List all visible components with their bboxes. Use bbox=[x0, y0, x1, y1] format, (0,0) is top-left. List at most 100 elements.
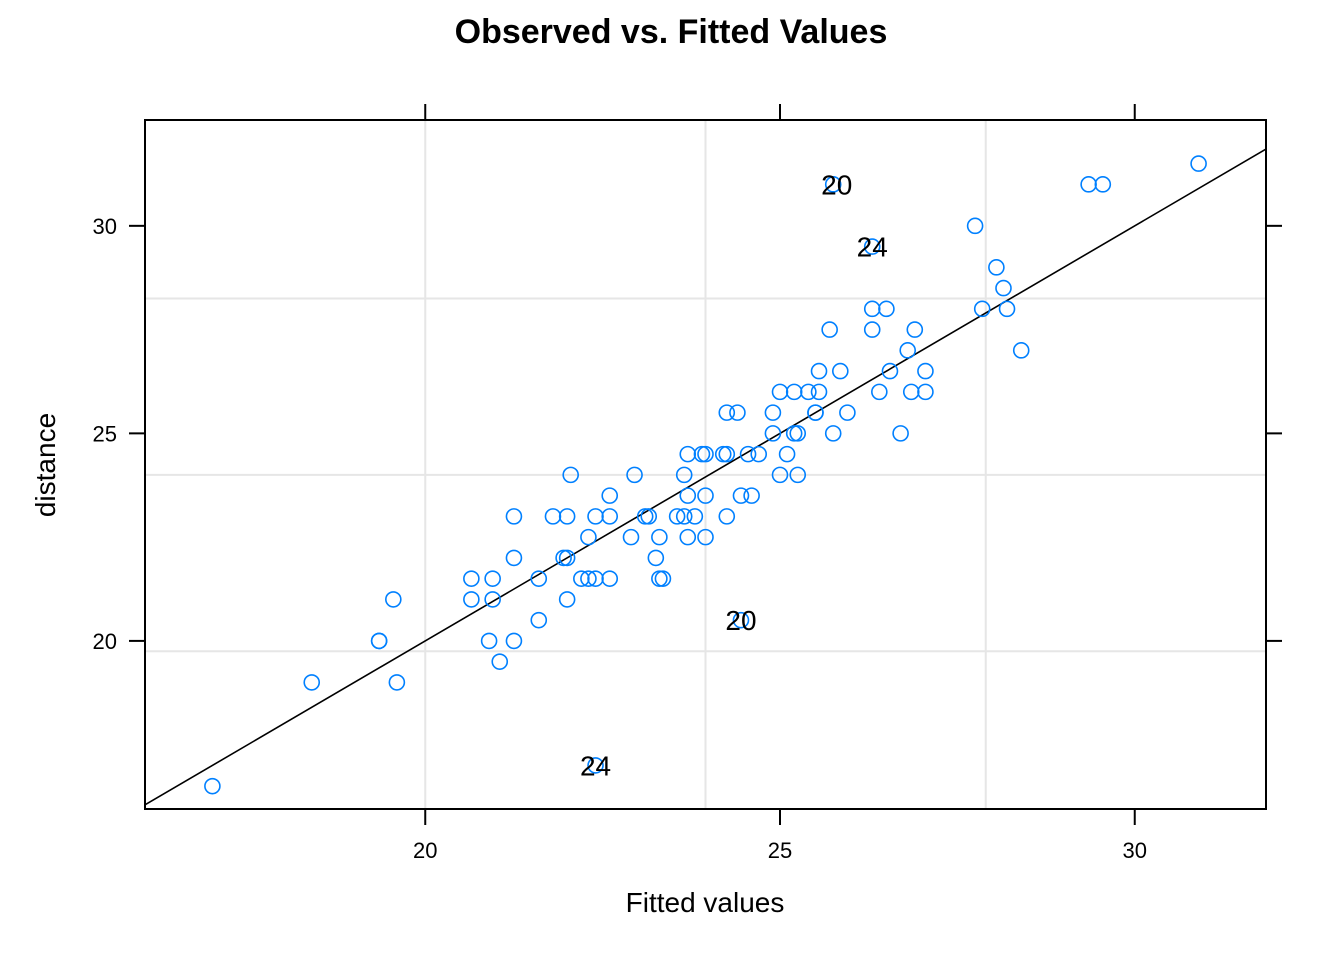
data-point bbox=[626, 466, 643, 484]
data-point bbox=[810, 383, 828, 401]
data-point bbox=[810, 362, 828, 380]
data-point bbox=[686, 508, 704, 525]
data-point bbox=[839, 404, 856, 421]
data-point bbox=[484, 570, 501, 587]
data-points bbox=[204, 155, 1207, 795]
data-point bbox=[906, 321, 924, 338]
data-point bbox=[1094, 176, 1112, 193]
data-point bbox=[729, 404, 746, 421]
point-annotation: 24 bbox=[857, 232, 888, 263]
data-point bbox=[966, 217, 984, 235]
data-point bbox=[778, 445, 796, 463]
y-tick-label: 30 bbox=[93, 214, 117, 239]
x-axis-label: Fitted values bbox=[626, 887, 785, 918]
data-point bbox=[863, 300, 881, 318]
data-point bbox=[995, 279, 1012, 297]
data-point bbox=[732, 611, 750, 629]
data-point bbox=[899, 342, 917, 359]
data-point bbox=[530, 611, 548, 629]
data-point bbox=[491, 653, 509, 670]
data-point bbox=[764, 404, 782, 421]
chart-title: Observed vs. Fitted Values bbox=[455, 13, 888, 51]
data-point bbox=[388, 674, 406, 691]
data-point bbox=[651, 528, 668, 546]
data-point bbox=[463, 591, 480, 608]
data-point bbox=[530, 570, 548, 587]
data-point bbox=[750, 445, 768, 463]
data-point bbox=[789, 466, 807, 484]
data-point bbox=[824, 176, 842, 193]
data-point bbox=[675, 466, 693, 484]
data-point bbox=[718, 508, 736, 525]
data-point bbox=[998, 300, 1016, 318]
data-point bbox=[505, 632, 523, 650]
data-point bbox=[558, 508, 576, 525]
data-point bbox=[640, 508, 658, 525]
data-point bbox=[505, 549, 523, 567]
data-point bbox=[651, 570, 668, 587]
data-point bbox=[204, 777, 221, 795]
data-point bbox=[544, 508, 562, 525]
data-point bbox=[580, 570, 597, 587]
data-point bbox=[558, 549, 576, 567]
data-point bbox=[370, 632, 388, 650]
data-point bbox=[878, 300, 895, 318]
data-point bbox=[679, 445, 697, 463]
point-annotations: 20 24 20 24 bbox=[580, 169, 888, 781]
data-point bbox=[587, 508, 604, 525]
data-point bbox=[863, 238, 881, 255]
data-point bbox=[558, 591, 576, 608]
data-point bbox=[785, 425, 803, 442]
data-point bbox=[824, 425, 842, 442]
data-point bbox=[693, 445, 711, 463]
data-point bbox=[743, 487, 760, 504]
data-point bbox=[555, 549, 572, 567]
data-point bbox=[902, 383, 920, 401]
data-point bbox=[789, 425, 807, 442]
reference-line-group bbox=[144, 148, 1267, 806]
data-point bbox=[580, 528, 597, 546]
plot-frame bbox=[144, 119, 1267, 810]
point-annotation: 24 bbox=[580, 750, 611, 781]
data-point bbox=[587, 570, 604, 587]
y-tick-label: 25 bbox=[93, 421, 117, 446]
data-point bbox=[714, 445, 732, 463]
data-point bbox=[601, 570, 619, 587]
point-annotation: 20 bbox=[821, 169, 852, 200]
data-point bbox=[675, 508, 693, 525]
data-point bbox=[973, 300, 991, 318]
data-point bbox=[917, 383, 934, 401]
data-point bbox=[807, 404, 824, 421]
point-annotation: 20 bbox=[725, 605, 756, 636]
data-point bbox=[718, 404, 736, 421]
data-point bbox=[718, 445, 736, 463]
x-tick-label: 20 bbox=[413, 838, 437, 863]
data-point bbox=[697, 487, 714, 504]
x-tick-label: 25 bbox=[768, 838, 792, 863]
data-point bbox=[573, 570, 590, 587]
data-point bbox=[917, 362, 934, 380]
axis-ticks: 20 25 30 20 25 30 bbox=[93, 104, 1282, 863]
data-point bbox=[785, 383, 803, 401]
data-point bbox=[892, 425, 909, 442]
data-point bbox=[771, 466, 789, 484]
data-point bbox=[863, 321, 881, 338]
data-point bbox=[601, 508, 619, 525]
data-point bbox=[622, 528, 640, 546]
y-axis-label: distance bbox=[30, 413, 61, 517]
data-point bbox=[484, 591, 501, 608]
data-point bbox=[679, 528, 697, 546]
y-tick-label: 20 bbox=[93, 629, 117, 654]
data-point bbox=[679, 487, 697, 504]
data-point bbox=[697, 528, 714, 546]
data-point bbox=[463, 570, 480, 587]
data-point bbox=[1012, 342, 1030, 359]
data-point bbox=[562, 466, 579, 484]
data-point bbox=[832, 362, 849, 380]
grid-lines bbox=[145, 120, 1266, 809]
reference-line bbox=[144, 148, 1267, 806]
data-point bbox=[821, 321, 838, 338]
data-point bbox=[988, 259, 1005, 276]
data-point bbox=[697, 445, 714, 463]
